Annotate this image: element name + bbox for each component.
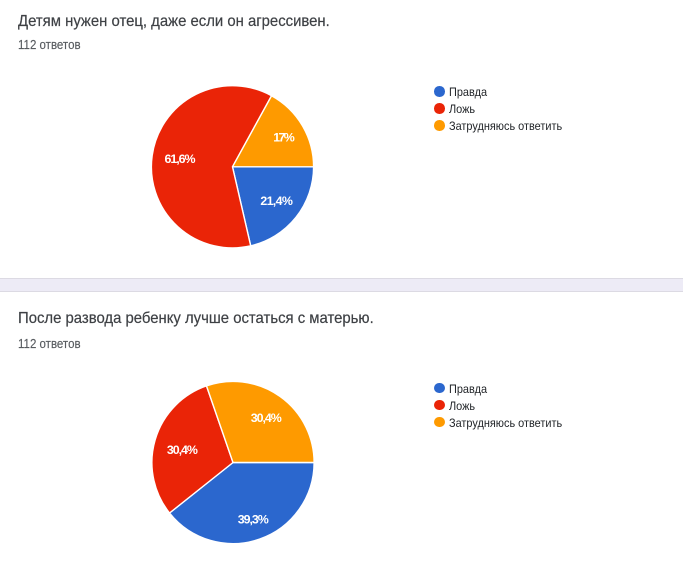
svg-text:39,3%: 39,3% bbox=[238, 512, 269, 526]
svg-text:17%: 17% bbox=[273, 130, 295, 144]
svg-text:61,6%: 61,6% bbox=[165, 152, 196, 166]
svg-text:21,4%: 21,4% bbox=[260, 194, 293, 208]
svg-text:30,4%: 30,4% bbox=[251, 411, 282, 425]
svg-text:30,4%: 30,4% bbox=[167, 443, 198, 457]
